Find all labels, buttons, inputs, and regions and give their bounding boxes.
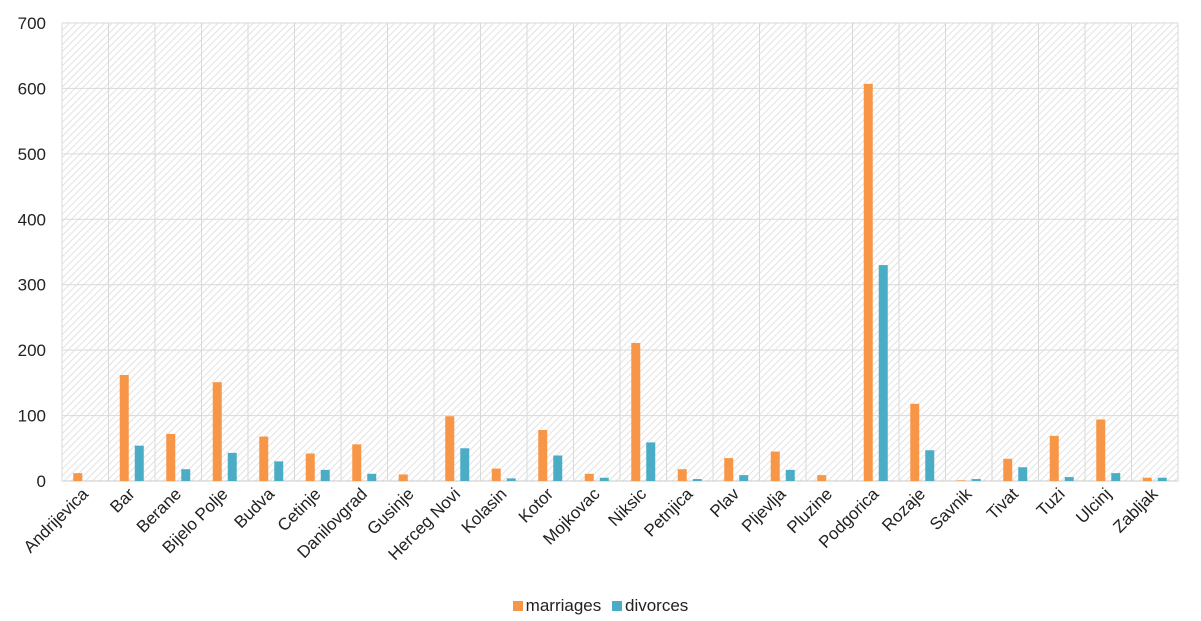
x-tick-label: Andrijevica <box>20 484 93 557</box>
bar-divorces-niksic <box>646 442 656 481</box>
bar-marriages-zabljak <box>1142 477 1152 481</box>
bar-divorces-kolasin <box>506 478 516 481</box>
bar-divorces-danilovgrad <box>367 473 377 481</box>
bar-divorces-bijelo-polje <box>227 452 237 481</box>
bar-marriages-kotor <box>538 429 548 481</box>
bar-divorces-plav <box>739 475 749 481</box>
bar-marriages-cetinje <box>305 453 315 481</box>
y-tick-label: 400 <box>18 210 46 229</box>
bar-marriages-budva <box>259 436 269 481</box>
legend-label-marriages: marriages <box>525 596 602 615</box>
legend-item-divorces: divorces <box>612 596 688 616</box>
bar-marriages-rozaje <box>910 403 920 481</box>
legend-swatch-divorces <box>612 601 622 611</box>
x-tick-label: Petnjica <box>640 484 697 541</box>
bar-divorces-budva <box>274 461 284 481</box>
bar-marriages-berane <box>166 433 176 481</box>
legend: marriages divorces <box>0 596 1201 616</box>
bar-marriages-andrijevica <box>73 473 83 481</box>
y-tick-label: 600 <box>18 79 46 98</box>
bar-marriages-gusinje <box>398 474 408 481</box>
bar-divorces-ulcinj <box>1111 473 1121 481</box>
bar-divorces-rozaje <box>925 450 935 481</box>
x-tick-label: Savnik <box>926 484 976 534</box>
x-tick-label: Pljevlja <box>738 484 790 536</box>
bar-divorces-tivat <box>1018 467 1028 481</box>
x-tick-label: Budva <box>231 484 279 532</box>
bar-marriages-plav <box>724 458 734 481</box>
bar-marriages-pljevlja <box>770 451 780 481</box>
bar-divorces-podgorica <box>878 265 888 481</box>
x-tick-label: Tuzi <box>1033 484 1069 520</box>
bar-marriages-herceg-novi <box>445 416 455 481</box>
x-tick-label: Kolasin <box>458 484 511 537</box>
bar-marriages-ulcinj <box>1096 419 1106 481</box>
bar-divorces-cetinje <box>320 469 330 481</box>
bar-divorces-petnjica <box>692 479 702 481</box>
y-tick-label: 200 <box>18 341 46 360</box>
bar-marriages-tuzi <box>1049 435 1059 481</box>
legend-label-divorces: divorces <box>625 596 689 615</box>
y-tick-label: 500 <box>18 145 46 164</box>
bar-marriages-bijelo-polje <box>212 382 222 481</box>
gridlines <box>61 22 1179 482</box>
x-tick-label: Kotor <box>515 484 557 526</box>
bar-divorces-mojkovac <box>599 477 609 481</box>
bar-marriages-pluzine <box>817 475 827 481</box>
y-axis-tick-labels: 0 100 200 300 400 500 600 700 <box>18 14 46 491</box>
x-tick-label: Bar <box>106 484 138 516</box>
bar-divorces-tuzi <box>1064 477 1074 481</box>
x-tick-label: Plav <box>706 484 743 521</box>
bar-divorces-herceg-novi <box>460 448 470 481</box>
bar-marriages-danilovgrad <box>352 444 362 481</box>
bar-marriages-kolasin <box>491 468 501 481</box>
bars <box>73 83 1167 481</box>
bar-marriages-savnik <box>956 480 966 481</box>
bar-marriages-podgorica <box>863 83 873 481</box>
x-tick-label: Rozaje <box>878 484 929 535</box>
legend-item-marriages: marriages <box>512 596 602 616</box>
bar-marriages-petnjica <box>677 469 687 481</box>
bar-marriages-mojkovac <box>584 473 594 481</box>
x-tick-label: Zabljak <box>1109 484 1162 537</box>
x-tick-label: Ulcinj <box>1072 484 1115 527</box>
y-tick-label: 100 <box>18 407 46 426</box>
y-tick-label: 0 <box>37 472 46 491</box>
y-tick-label: 300 <box>18 276 46 295</box>
bar-marriages-bar <box>119 375 129 481</box>
bar-marriages-tivat <box>1003 458 1013 481</box>
bar-divorces-zabljak <box>1157 477 1167 481</box>
legend-swatch-marriages <box>512 601 523 611</box>
bar-divorces-pljevlja <box>785 469 795 481</box>
bar-marriages-niksic <box>631 342 641 481</box>
bar-divorces-bar <box>134 445 144 481</box>
bar-divorces-kotor <box>553 455 563 481</box>
x-tick-label: Tivat <box>983 484 1022 523</box>
y-tick-label: 700 <box>18 14 46 33</box>
bar-divorces-savnik <box>971 479 981 481</box>
bar-divorces-berane <box>181 469 191 481</box>
